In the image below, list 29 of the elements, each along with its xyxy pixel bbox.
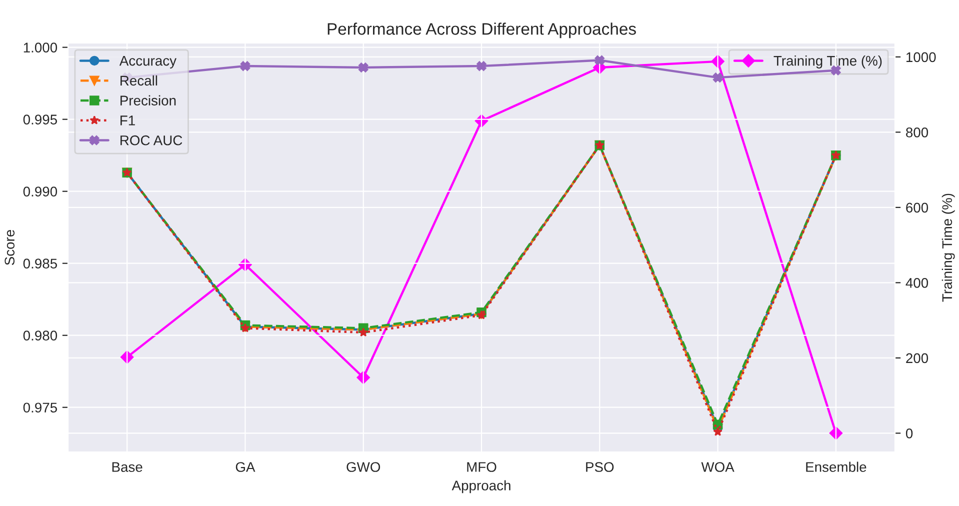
x-axis-title: Approach (452, 480, 510, 494)
y2-tick-label: 200 (906, 353, 928, 364)
y2-axis-title: Training Time (%) (942, 194, 955, 302)
y2-tick-label: 0 (906, 428, 913, 438)
y-tick-label: 0.985 (23, 258, 58, 269)
y-tick-label: 0.975 (23, 402, 58, 413)
x-tick-label: WOA (701, 462, 734, 472)
y2-tick-label: 800 (906, 128, 928, 138)
y2-tick-label: 600 (906, 202, 928, 213)
x-tick-label: PSO (586, 462, 614, 472)
legend-label: Recall (120, 75, 158, 86)
legend-label: F1 (120, 116, 135, 126)
y2-tick-label: 400 (906, 278, 928, 288)
x-tick-label: GA (236, 462, 256, 472)
y2-tick-label: 1000 (906, 52, 936, 62)
x-tick-label: Ensemble (806, 462, 866, 472)
y-tick-label: 0.995 (23, 114, 58, 124)
legend-label: Accuracy (119, 56, 176, 68)
legend-label: Precision (120, 95, 176, 106)
y-tick-label: 0.990 (23, 186, 58, 197)
chart-title: Performance Across Different Approaches (328, 22, 636, 38)
x-tick-label: GWO (346, 462, 380, 472)
y-axis-title: Score (4, 230, 15, 266)
y-tick-label: 0.980 (23, 330, 58, 341)
legend-label: Training Time (%) (774, 56, 882, 68)
x-tick-label: Base (112, 462, 142, 472)
x-tick-label: MFO (467, 462, 496, 472)
legend-label: ROC AUC (120, 135, 182, 146)
y-tick-label: 1.000 (24, 42, 58, 52)
